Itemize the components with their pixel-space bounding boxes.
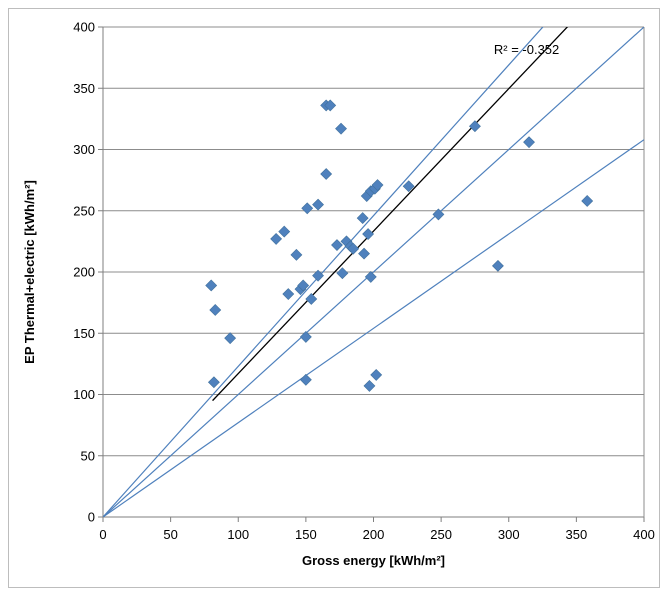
data-point-40 — [523, 136, 535, 149]
x-tick-label-50: 50 — [163, 527, 177, 542]
data-point-39 — [492, 259, 504, 272]
data-point-20 — [331, 239, 343, 251]
data-point-36 — [402, 180, 415, 193]
reference-line-2 — [103, 27, 644, 517]
y-tick-label-300: 300 — [73, 142, 95, 157]
data-point-5 — [270, 233, 283, 245]
x-axis-ticks: 0 50 100 150 200 250 300 350 400 — [99, 517, 655, 542]
data-point-35 — [371, 179, 384, 191]
x-tick-label-400: 400 — [633, 527, 655, 542]
data-point-26 — [356, 212, 369, 225]
data-point-30 — [363, 380, 376, 392]
data-points — [205, 99, 594, 392]
y-axis-ticks: 0 50 100 150 200 250 300 350 400 — [73, 20, 103, 525]
data-point-12 — [299, 373, 312, 386]
data-point-8 — [290, 248, 303, 261]
x-tick-label-250: 250 — [430, 527, 452, 542]
data-point-10 — [297, 279, 310, 292]
x-tick-label-0: 0 — [99, 527, 106, 542]
trendline-group — [212, 27, 569, 402]
x-tick-label-100: 100 — [227, 527, 249, 542]
data-point-37 — [432, 208, 445, 221]
data-point-7 — [282, 288, 295, 300]
x-tick-label-300: 300 — [498, 527, 520, 542]
data-point-2 — [207, 376, 220, 389]
trendline — [212, 27, 569, 402]
data-point-17 — [320, 168, 333, 180]
data-point-41 — [581, 195, 594, 207]
data-point-14 — [305, 293, 318, 305]
y-tick-label-400: 400 — [73, 20, 95, 35]
data-point-6 — [278, 225, 291, 238]
reference-line-1 — [103, 139, 644, 517]
data-point-31 — [364, 270, 377, 283]
data-point-21 — [335, 122, 347, 135]
x-tick-label-200: 200 — [363, 527, 385, 542]
data-point-27 — [358, 247, 370, 260]
data-point-25 — [347, 242, 360, 255]
data-point-3 — [209, 304, 222, 316]
y-axis-title: EP Thermal+electric [kWh/m²] — [22, 180, 37, 364]
data-point-4 — [224, 332, 237, 345]
reference-lines — [103, 27, 644, 517]
r-squared-annotation: R² = -0.352 — [494, 42, 559, 57]
gridlines — [103, 26, 644, 457]
y-tick-label-150: 150 — [73, 326, 95, 341]
data-point-16 — [312, 198, 324, 211]
y-tick-label-50: 50 — [81, 448, 95, 463]
x-tick-label-150: 150 — [295, 527, 317, 542]
data-point-15 — [312, 269, 324, 282]
y-tick-label-100: 100 — [73, 387, 95, 402]
x-tick-label-350: 350 — [566, 527, 588, 542]
y-tick-label-350: 350 — [73, 81, 95, 96]
y-tick-label-200: 200 — [73, 265, 95, 280]
y-tick-label-250: 250 — [73, 203, 95, 218]
data-point-13 — [301, 202, 314, 215]
x-axis-title: Gross energy [kWh/m²] — [302, 553, 445, 568]
data-point-22 — [336, 267, 349, 280]
data-point-38 — [469, 120, 481, 133]
y-tick-label-0: 0 — [88, 510, 95, 525]
data-point-1 — [205, 279, 218, 292]
reference-line-3 — [103, 27, 544, 517]
data-point-11 — [299, 331, 312, 343]
data-point-19 — [324, 99, 337, 112]
data-point-29 — [362, 228, 375, 240]
data-point-34 — [370, 368, 383, 381]
